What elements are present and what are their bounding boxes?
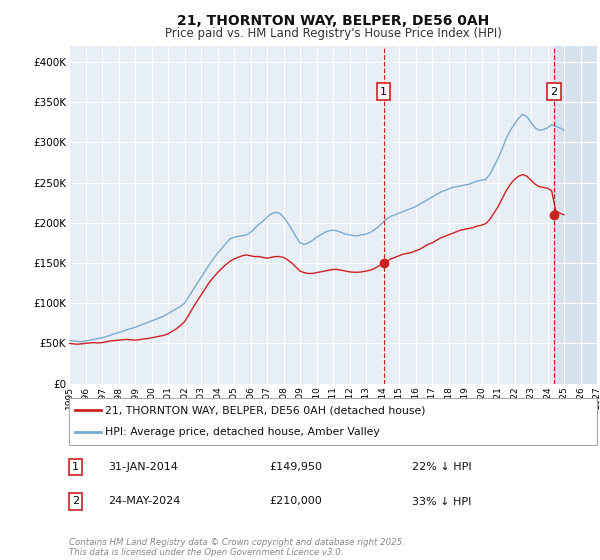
Text: Contains HM Land Registry data © Crown copyright and database right 2025.
This d: Contains HM Land Registry data © Crown c… — [69, 538, 405, 557]
Bar — [554, 46, 597, 384]
Text: HPI: Average price, detached house, Amber Valley: HPI: Average price, detached house, Ambe… — [105, 427, 380, 437]
Text: 1: 1 — [71, 462, 79, 472]
Text: 31-JAN-2014: 31-JAN-2014 — [109, 462, 178, 472]
Text: 2: 2 — [550, 86, 557, 96]
Text: 33% ↓ HPI: 33% ↓ HPI — [412, 497, 472, 506]
Text: 21, THORNTON WAY, BELPER, DE56 0AH (detached house): 21, THORNTON WAY, BELPER, DE56 0AH (deta… — [105, 405, 425, 416]
Text: Price paid vs. HM Land Registry's House Price Index (HPI): Price paid vs. HM Land Registry's House … — [164, 27, 502, 40]
Text: 21, THORNTON WAY, BELPER, DE56 0AH: 21, THORNTON WAY, BELPER, DE56 0AH — [177, 14, 489, 28]
Text: 1: 1 — [380, 86, 388, 96]
Text: 24-MAY-2024: 24-MAY-2024 — [109, 497, 181, 506]
Text: £149,950: £149,950 — [269, 462, 323, 472]
Text: 2: 2 — [71, 497, 79, 506]
Text: £210,000: £210,000 — [269, 497, 322, 506]
Text: 22% ↓ HPI: 22% ↓ HPI — [412, 462, 472, 472]
